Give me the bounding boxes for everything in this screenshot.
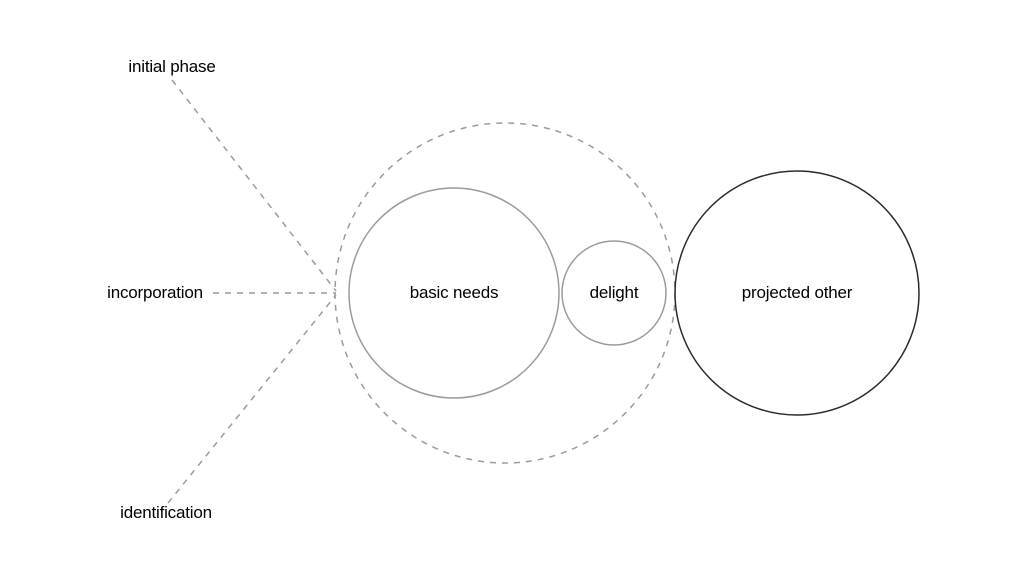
label-initial-phase: initial phase <box>128 57 215 76</box>
label-basic-needs: basic needs <box>410 283 499 302</box>
leader-line-initial-phase <box>172 80 336 291</box>
label-delight: delight <box>590 283 639 302</box>
leader-line-identification <box>168 295 336 503</box>
label-projected-other: projected other <box>742 283 853 302</box>
label-identification: identification <box>120 503 212 522</box>
label-incorporation: incorporation <box>107 283 203 302</box>
